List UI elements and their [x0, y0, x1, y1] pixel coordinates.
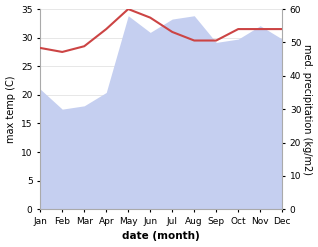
Y-axis label: med. precipitation (kg/m2): med. precipitation (kg/m2) [302, 44, 313, 175]
X-axis label: date (month): date (month) [122, 231, 200, 242]
Y-axis label: max temp (C): max temp (C) [5, 75, 16, 143]
